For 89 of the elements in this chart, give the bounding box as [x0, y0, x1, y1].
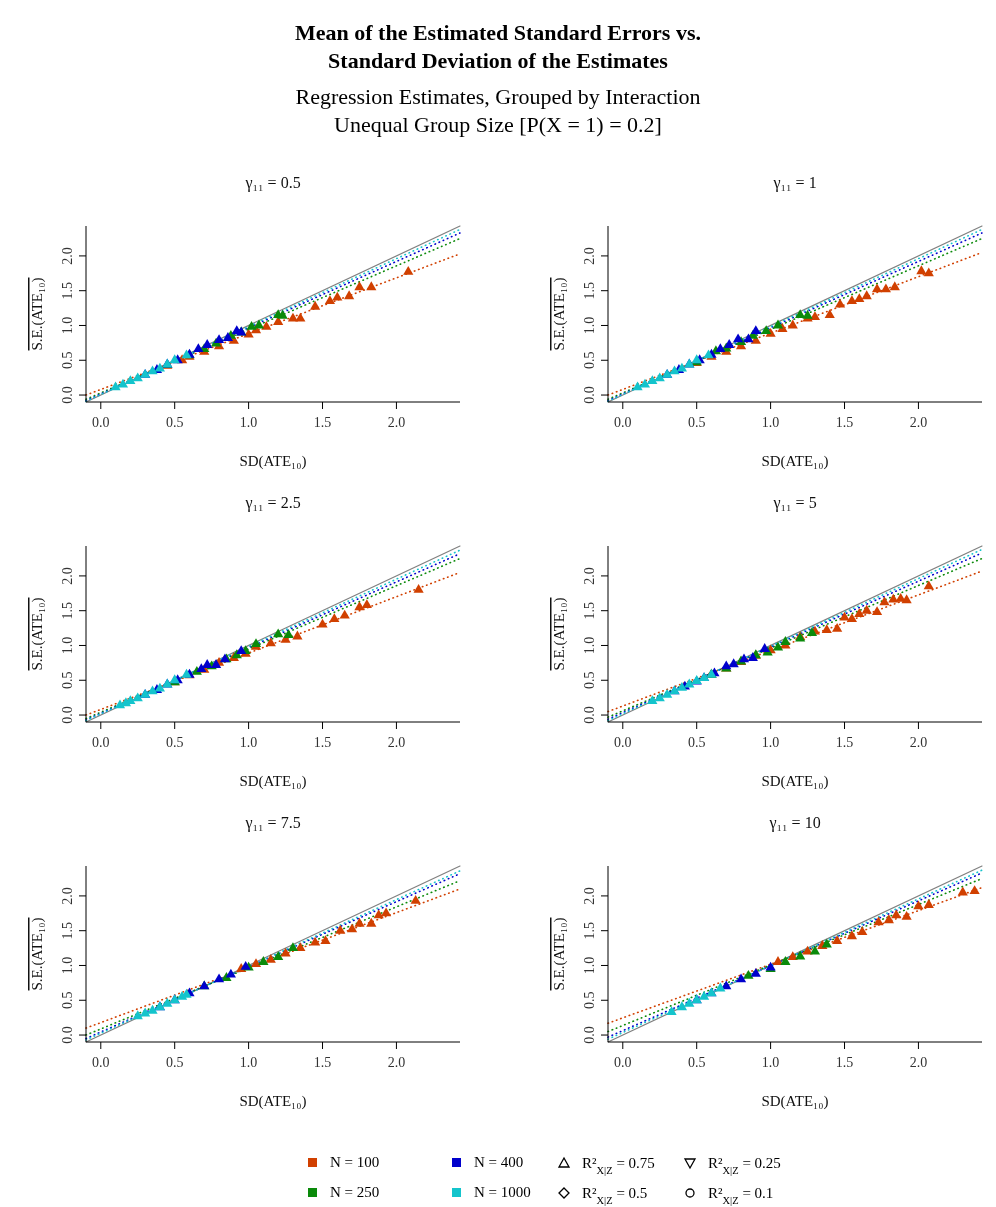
- y-tick-label: 2.0: [582, 247, 597, 265]
- y-tick-label: 2.0: [60, 247, 75, 265]
- x-tick-label: 0.0: [92, 735, 110, 750]
- x-axis-title: SD(ATE₁₀): [761, 773, 829, 790]
- chart-title: γ₁₁ = 2.5: [244, 494, 301, 512]
- y-axis-title: S.E.(ATE₁₀): [29, 917, 46, 991]
- x-tick-label: 1.0: [761, 1055, 780, 1070]
- y-tick-label: 1.5: [582, 281, 597, 300]
- y-axis-title: S.E.(ATE₁₀): [551, 277, 568, 351]
- y-tick-label: 0.0: [582, 386, 597, 404]
- legend-label: N = 100: [330, 1154, 380, 1170]
- y-tick-label: 1.5: [60, 921, 75, 940]
- x-tick-label: 0.5: [165, 735, 184, 750]
- y-tick-label: 0.0: [582, 1026, 597, 1044]
- x-tick-label: 0.5: [687, 1055, 706, 1070]
- chart-title: γ₁₁ = 5: [772, 494, 817, 512]
- y-tick-label: 1.0: [582, 316, 597, 335]
- x-tick-label: 2.0: [387, 415, 406, 430]
- y-axis-title: S.E.(ATE₁₀): [551, 597, 568, 671]
- x-tick-label: 1.5: [313, 735, 332, 750]
- x-tick-label: 2.0: [909, 735, 928, 750]
- x-tick-label: 1.0: [761, 735, 780, 750]
- x-tick-label: 0.0: [614, 735, 632, 750]
- legend-label: N = 250: [330, 1184, 380, 1200]
- text: R²$_{X|Z}$ = 0.75: [582, 1155, 655, 1176]
- y-tick-label: 0.0: [60, 1026, 75, 1044]
- y-tick-label: 0.5: [582, 351, 597, 370]
- x-tick-label: 1.0: [761, 415, 780, 430]
- text: Regression Estimates, Grouped by Interaction: [295, 84, 701, 109]
- y-tick-label: 0.5: [60, 351, 75, 370]
- chart-title: γ₁₁ = 1: [772, 174, 817, 192]
- y-tick-label: 1.0: [60, 316, 75, 335]
- x-tick-label: 0.0: [92, 1055, 110, 1070]
- x-tick-label: 0.5: [687, 735, 706, 750]
- x-tick-label: 0.0: [614, 415, 632, 430]
- y-axis-title: S.E.(ATE₁₀): [29, 597, 46, 671]
- text: Unequal Group Size [P(X = 1) = 0.2]: [334, 112, 662, 137]
- x-tick-label: 2.0: [387, 735, 406, 750]
- y-tick-label: 1.5: [582, 921, 597, 940]
- x-tick-label: 1.5: [313, 415, 332, 430]
- y-tick-label: 0.5: [60, 991, 75, 1010]
- x-tick-label: 2.0: [387, 1055, 406, 1070]
- y-tick-label: 0.0: [582, 706, 597, 724]
- y-tick-label: 1.5: [60, 601, 75, 620]
- y-tick-label: 0.5: [582, 671, 597, 690]
- x-tick-label: 1.5: [313, 1055, 332, 1070]
- x-axis-title: SD(ATE₁₀): [239, 453, 307, 470]
- x-tick-label: 1.0: [239, 735, 258, 750]
- y-tick-label: 1.0: [60, 636, 75, 655]
- y-axis-title: S.E.(ATE₁₀): [551, 917, 568, 991]
- legend-label: N = 400: [474, 1154, 524, 1170]
- y-tick-label: 1.0: [60, 956, 75, 975]
- x-tick-label: 0.0: [92, 415, 110, 430]
- x-axis-title: SD(ATE₁₀): [761, 1093, 829, 1110]
- y-tick-label: 1.0: [582, 636, 597, 655]
- x-tick-label: 1.5: [835, 415, 854, 430]
- x-tick-label: 1.5: [835, 735, 854, 750]
- x-axis-title: SD(ATE₁₀): [239, 1093, 307, 1110]
- y-tick-label: 1.0: [582, 956, 597, 975]
- x-tick-label: 1.5: [835, 1055, 854, 1070]
- y-tick-label: 0.5: [60, 671, 75, 690]
- text: R²$_{X|Z}$ = 0.5: [582, 1185, 648, 1206]
- x-tick-label: 0.5: [165, 1055, 184, 1070]
- x-tick-label: 0.5: [165, 415, 184, 430]
- y-tick-label: 2.0: [60, 567, 75, 585]
- y-axis-title: S.E.(ATE₁₀): [29, 277, 46, 351]
- y-tick-label: 1.5: [582, 601, 597, 620]
- text: R²$_{X|Z}$ = 0.1: [708, 1185, 774, 1206]
- y-tick-label: 1.5: [60, 281, 75, 300]
- chart-title: γ₁₁ = 10: [768, 814, 821, 832]
- text: R²$_{X|Z}$ = 0.25: [708, 1155, 781, 1176]
- x-tick-label: 0.5: [687, 415, 706, 430]
- chart-title: γ₁₁ = 0.5: [244, 174, 301, 192]
- x-tick-label: 1.0: [239, 415, 258, 430]
- text: Mean of the Estimated Standard Errors vs. Standard Deviation of the Estimates: [295, 20, 701, 73]
- y-tick-label: 0.0: [60, 386, 75, 404]
- y-tick-label: 2.0: [582, 887, 597, 905]
- x-tick-label: 1.0: [239, 1055, 258, 1070]
- y-tick-label: 0.5: [582, 991, 597, 1010]
- x-tick-label: 2.0: [909, 1055, 928, 1070]
- x-axis-title: SD(ATE₁₀): [761, 453, 829, 470]
- x-tick-label: 0.0: [614, 1055, 632, 1070]
- y-tick-label: 2.0: [582, 567, 597, 585]
- y-tick-label: 2.0: [60, 887, 75, 905]
- x-axis-title: SD(ATE₁₀): [239, 773, 307, 790]
- chart-title: γ₁₁ = 7.5: [244, 814, 301, 832]
- x-tick-label: 2.0: [909, 415, 928, 430]
- y-tick-label: 0.0: [60, 706, 75, 724]
- legend-label: N = 1000: [474, 1184, 531, 1200]
